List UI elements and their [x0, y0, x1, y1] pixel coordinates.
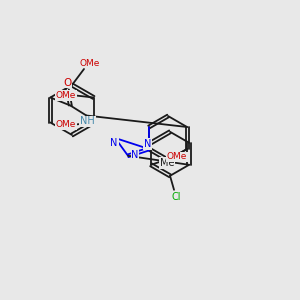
Text: NH: NH — [80, 116, 95, 127]
Text: OMe: OMe — [167, 152, 187, 161]
Text: Cl: Cl — [171, 192, 181, 202]
Text: N: N — [144, 139, 152, 149]
Text: Me: Me — [160, 158, 174, 168]
Text: OMe: OMe — [80, 58, 100, 68]
Text: O: O — [63, 77, 71, 88]
Text: OMe: OMe — [56, 120, 76, 129]
Text: OMe: OMe — [56, 91, 76, 100]
Text: N: N — [110, 138, 118, 148]
Text: N: N — [131, 150, 139, 160]
